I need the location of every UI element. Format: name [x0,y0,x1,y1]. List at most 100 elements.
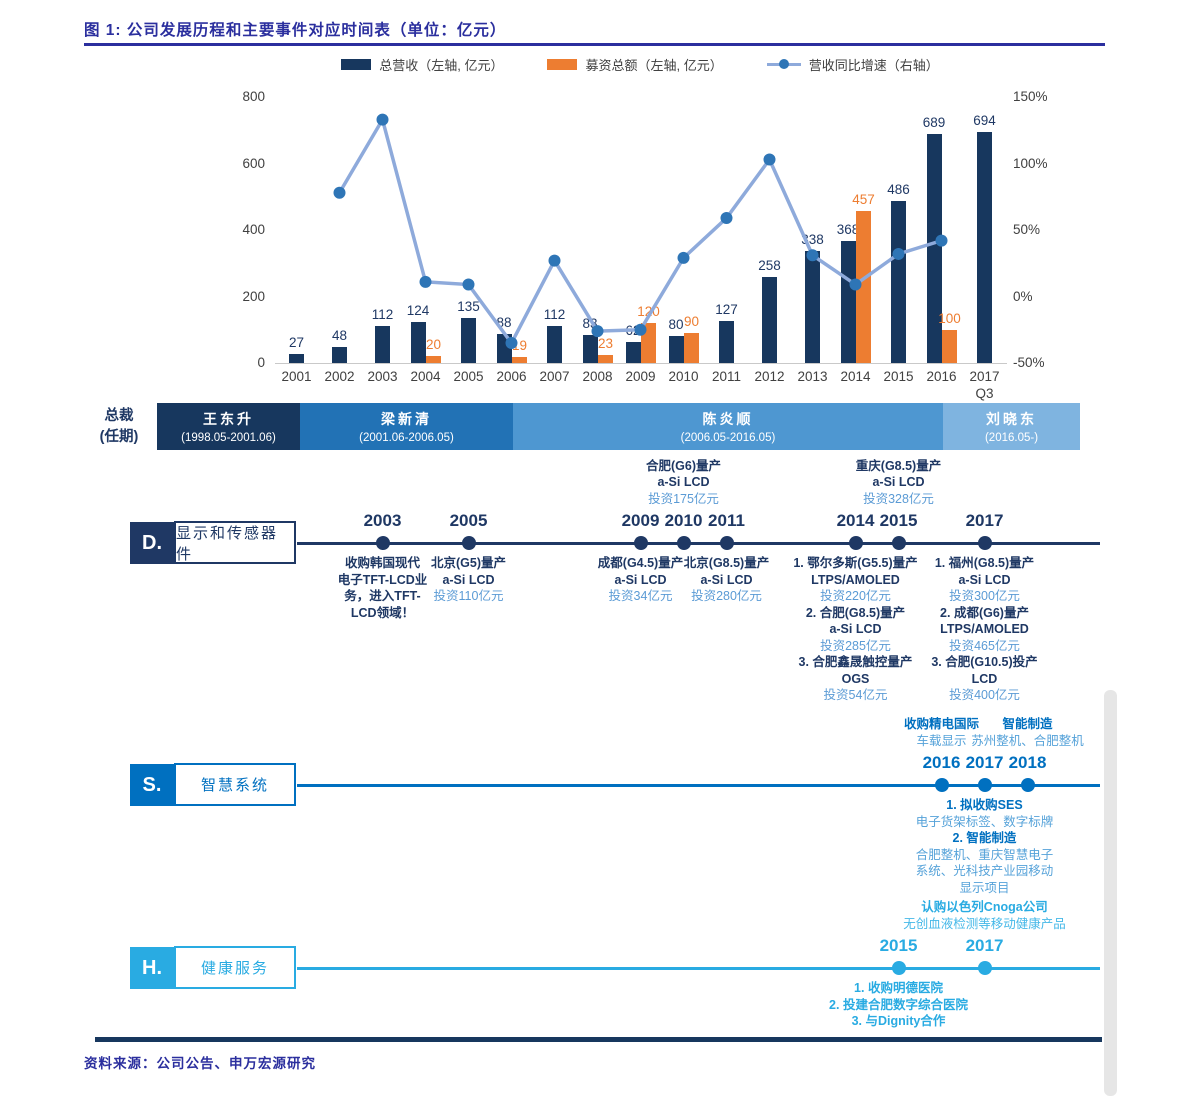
timeline-dot [977,961,992,975]
bar-revenue [805,250,820,363]
event-below-block: 1. 拟收购SES 电子货架标签、数字标牌 2. 智能制造 合肥整机、重庆智慧电子 系统… [916,797,1054,896]
x-axis-label: 2010 [668,369,699,384]
timeline-dot [977,778,992,792]
bar-revenue-label: 80 [668,317,684,333]
x-axis-baseline [275,363,1007,364]
event-text-line: 智能制造 [1002,717,1053,731]
event-text-line: 2. 合肥(G8.5)量产 [805,605,906,620]
bar-revenue-label: 486 [887,182,910,198]
event-below-block: 北京(G5)量产 a-Si LCD 投资110亿元 [431,555,506,605]
event-text-line: 2. 智能制造 [952,831,1017,845]
legend-label: 募资总额（左轴, 亿元） [585,58,723,73]
event-text-line: 投资328亿元 [863,491,934,506]
event-text-line: a-Si LCD [829,622,882,636]
bar-revenue [762,277,777,363]
event-text-line: 1. 拟收购SES [946,798,1023,812]
growth-point [462,278,475,291]
president-term: 梁新清 (2001.06-2006.05) [300,403,513,450]
timeline-year: 2015 [879,511,918,530]
x-axis-label: 2003 [367,369,398,384]
timeline-dot [719,536,734,550]
chart-legend: 总营收（左轴, 亿元） 募资总额（左轴, 亿元） 营收同比增速（右轴） [250,55,1030,74]
bar-funding-label: 457 [852,192,875,208]
growth-point [548,254,561,267]
left-axis-tick: 800 [242,89,265,104]
legend-label: 总营收（左轴, 亿元） [379,58,504,73]
timeline-letter-box: S. [130,764,174,806]
bar-revenue-label: 258 [758,258,781,274]
event-text-line: 3. 合肥(G10.5)投产 [931,655,1038,669]
timeline-dot [461,536,476,550]
event-text-line: 重庆(G8.5)量产 [855,458,942,473]
event-text-line: 电子TFT-LCD业 [337,572,428,587]
timeline-letter-box: H. [130,947,174,989]
event-text-line: 2. 成都(G6)量产 [940,605,1029,620]
event-text-line: 北京(G5)量产 [430,556,507,570]
bar-revenue [547,325,562,363]
event-text-line: 合肥整机、重庆智慧电子 [915,847,1054,862]
x-axis-label: 2005 [453,369,484,384]
bar-revenue-label: 124 [406,302,430,318]
growth-point [806,249,819,262]
left-axis-tick: 600 [242,155,265,171]
left-axis-tick: 400 [242,222,265,237]
timeline-dot [676,536,691,550]
growth-point [419,275,432,288]
timeline-letter-box: D. [130,522,174,564]
right-scrollbar[interactable] [1104,690,1117,1096]
right-axis-tick: 50% [1013,222,1041,237]
event-above-block: 认购以色列Cnoga公司无创血液检测等移动健康产品 [903,899,1066,932]
event-text-line: a-Si LCD [614,572,667,587]
bar-funding [511,356,527,363]
event-text-line: 显示项目 [959,880,1010,895]
event-text-line: 3. 与Dignity合作 [851,1014,946,1028]
event-text-line: 投资220亿元 [820,589,891,603]
bar-revenue-label: 689 [922,114,946,130]
bar-revenue [977,132,992,363]
growth-point [935,234,948,247]
timeline-year: 2011 [708,511,745,530]
bar-revenue-label: 135 [457,299,480,315]
bar-revenue-label: 127 [715,301,738,317]
x-axis-label: 2013 [797,369,828,384]
figure-title: 图 1: 公司发展历程和主要事件对应时间表（单位：亿元） [84,22,507,39]
bar-revenue [668,336,684,363]
bar-revenue [582,335,598,363]
president-term-dates: (2001.06-2006.05) [359,432,454,444]
president-term: 刘晓东 (2016.05-) [943,403,1080,450]
bar-revenue-label: 694 [973,113,996,129]
event-text-line: 认购以色列Cnoga公司 [921,900,1048,914]
x-axis-label: 2015 [883,369,914,384]
event-text-line: a-Si LCD [872,475,925,489]
event-text-line: LCD领域！ [350,605,415,620]
event-text-line: 1. 福州(G8.5)量产 [934,556,1035,570]
event-text-line: 电子货架标签、数字标牌 [915,814,1054,829]
president-name: 刘晓东 [986,411,1037,427]
event-below-block: 成都(G4.5)量产 a-Si LCD 投资34亿元 [598,555,683,605]
event-text-line: 合肥(G6)量产 [645,458,722,473]
timeline-dot [848,536,863,550]
right-axis-tick: 150% [1013,89,1048,104]
timeline-year: 2010 [664,511,703,530]
legend-item: 营收同比增速（右轴） [766,55,939,74]
timeline-year: 2017 [965,753,1004,772]
president-name: 梁新清 [381,411,432,427]
event-text-line: 无创血液检测等移动健康产品 [903,916,1066,931]
left-axis-tick: 200 [242,288,265,304]
right-axis-tick: 0% [1013,288,1033,304]
president-row-label: 总裁 (任期) [88,406,150,448]
bar-funding [425,356,441,363]
event-above-block: 合肥(G6)量产 a-Si LCD 投资175亿元 [646,458,721,508]
bar-funding [683,333,699,363]
growth-point [720,212,733,225]
president-name: 王东升 [203,411,254,427]
event-text-line: 投资280亿元 [691,589,762,603]
x-axis-label: 2004 [410,369,441,384]
growth-point [892,247,905,260]
event-text-line: LCD [971,671,998,686]
event-above-block: 重庆(G8.5)量产 a-Si LCD 投资328亿元 [856,458,941,508]
legend-item: 总营收（左轴, 亿元） [341,55,503,74]
event-text-line: a-Si LCD [700,572,753,587]
bar-revenue-label: 368 [836,221,860,237]
